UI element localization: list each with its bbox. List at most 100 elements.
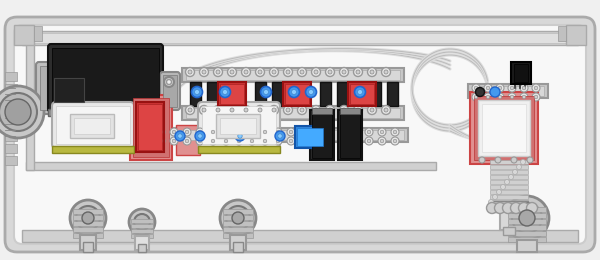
Bar [83, 242, 93, 252]
Bar [508, 237, 546, 242]
Circle shape [256, 68, 265, 76]
Circle shape [157, 137, 165, 145]
Circle shape [341, 139, 345, 143]
Bar [52, 146, 134, 153]
Circle shape [195, 131, 205, 141]
Circle shape [326, 128, 334, 136]
Circle shape [146, 139, 150, 143]
Circle shape [476, 88, 485, 96]
Circle shape [196, 137, 204, 145]
Bar [40, 66, 54, 110]
Circle shape [258, 108, 262, 112]
Bar [74, 118, 110, 134]
Bar [223, 215, 253, 220]
Bar [73, 209, 103, 214]
Circle shape [311, 106, 320, 114]
Circle shape [278, 134, 282, 138]
Circle shape [224, 139, 228, 143]
Circle shape [328, 70, 332, 74]
Circle shape [250, 130, 254, 134]
Circle shape [368, 106, 377, 114]
Circle shape [269, 68, 278, 76]
Bar [490, 165, 528, 169]
Circle shape [370, 70, 374, 74]
Circle shape [352, 137, 360, 145]
Circle shape [367, 130, 371, 134]
Bar [490, 200, 528, 204]
Circle shape [508, 93, 516, 101]
Circle shape [509, 174, 514, 179]
Bar [233, 242, 243, 252]
Circle shape [198, 139, 202, 143]
Circle shape [391, 137, 399, 145]
Circle shape [488, 199, 494, 205]
Circle shape [175, 131, 185, 141]
Circle shape [248, 137, 256, 145]
Bar [5, 84, 17, 93]
Circle shape [314, 70, 318, 74]
Circle shape [503, 203, 514, 213]
Circle shape [144, 137, 152, 145]
Bar [370, 82, 381, 106]
Circle shape [248, 128, 256, 136]
Bar [26, 162, 436, 170]
Circle shape [76, 206, 100, 230]
FancyBboxPatch shape [48, 44, 163, 112]
Circle shape [505, 179, 509, 185]
Bar [34, 26, 42, 41]
Circle shape [70, 200, 106, 236]
Circle shape [300, 137, 308, 145]
Bar [508, 231, 546, 236]
Circle shape [209, 128, 217, 136]
Circle shape [358, 89, 362, 94]
Circle shape [494, 203, 506, 213]
Circle shape [196, 128, 204, 136]
Bar [138, 104, 162, 150]
Circle shape [200, 106, 209, 114]
Circle shape [287, 128, 295, 136]
Circle shape [5, 99, 31, 125]
Bar [490, 201, 528, 206]
Circle shape [365, 128, 373, 136]
Circle shape [472, 84, 480, 92]
Circle shape [522, 95, 526, 99]
Bar [474, 96, 534, 160]
Circle shape [314, 108, 318, 112]
Bar [22, 230, 578, 242]
Bar [22, 31, 578, 45]
Circle shape [284, 106, 293, 114]
Circle shape [300, 70, 304, 74]
Circle shape [224, 130, 228, 134]
Circle shape [527, 203, 538, 213]
Bar [73, 215, 103, 220]
Circle shape [393, 139, 397, 143]
Bar [508, 225, 546, 230]
Circle shape [472, 93, 480, 101]
Circle shape [287, 137, 295, 145]
Bar [490, 207, 528, 212]
Circle shape [339, 137, 347, 145]
FancyBboxPatch shape [36, 62, 58, 114]
Circle shape [269, 106, 278, 114]
Circle shape [232, 212, 244, 224]
Circle shape [326, 106, 335, 114]
Bar [220, 84, 244, 104]
Circle shape [298, 106, 307, 114]
Bar [140, 128, 408, 142]
Bar [295, 126, 325, 148]
Circle shape [532, 93, 540, 101]
Circle shape [272, 70, 276, 74]
Circle shape [308, 89, 314, 94]
Bar [340, 108, 360, 114]
Circle shape [200, 68, 209, 76]
Circle shape [484, 93, 492, 101]
Circle shape [382, 68, 391, 76]
Circle shape [511, 203, 521, 213]
Circle shape [512, 170, 517, 174]
Circle shape [230, 70, 234, 74]
Circle shape [129, 209, 155, 235]
Circle shape [275, 131, 285, 141]
Circle shape [230, 108, 234, 112]
Circle shape [497, 190, 502, 194]
Circle shape [261, 137, 269, 145]
